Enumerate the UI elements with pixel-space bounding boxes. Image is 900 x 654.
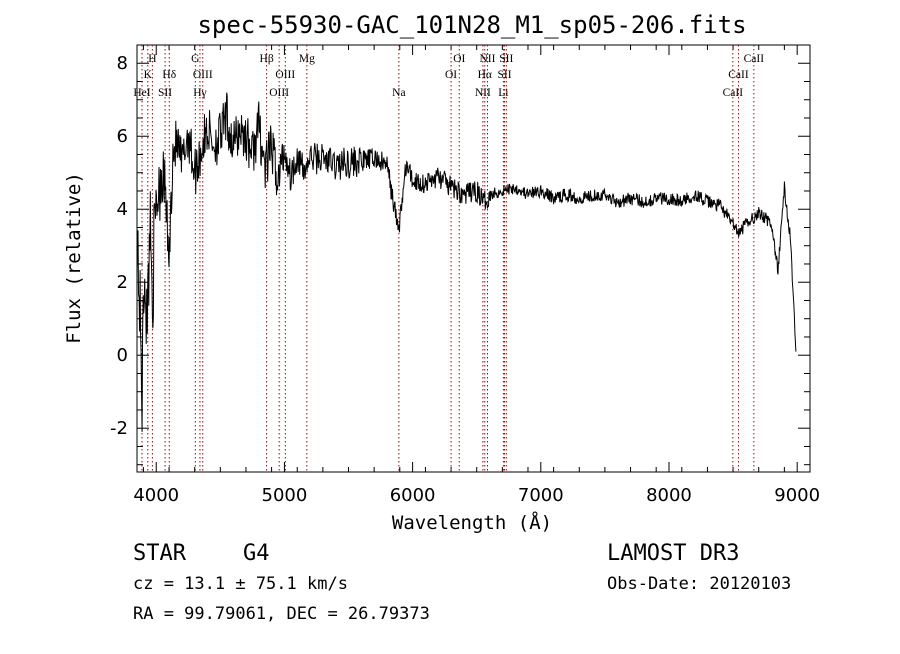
- spectral-line-label: OIII: [275, 69, 295, 81]
- spectral-line-label: G: [191, 53, 199, 65]
- chart-title: spec-55930-GAC_101N28_M1_sp05-206.fits: [197, 11, 746, 39]
- x-axis-label: Wavelength (Å): [392, 511, 552, 534]
- spectral-line-label: Hβ: [260, 53, 274, 65]
- x-tick-label: 9000: [774, 485, 820, 506]
- spectral-line-label: Hα: [478, 69, 492, 81]
- y-tick-label: 0: [117, 345, 128, 366]
- y-axis-label: Flux (relative): [63, 172, 85, 344]
- coordinates: RA = 99.79061, DEC = 26.79373: [133, 604, 430, 624]
- spectral-line-label: SII: [497, 69, 511, 81]
- spectral-line-label: CaII: [744, 53, 765, 65]
- spectral-line-label: H: [148, 53, 156, 65]
- spectral-line-label: Li: [498, 87, 508, 99]
- spectral-line-label: OIII: [269, 87, 289, 99]
- x-tick-label: 8000: [646, 485, 692, 506]
- spectral-line-label: OI: [445, 69, 457, 81]
- spectrum-line: [136, 92, 797, 432]
- object-subclass: G4: [243, 541, 270, 566]
- spectral-line-label: OIII: [193, 69, 213, 81]
- redshift-info: cz = 13.1 ± 75.1 km/s: [133, 574, 348, 594]
- spectral-line-label: SII: [499, 53, 513, 65]
- spectral-line-label: SII: [158, 87, 172, 99]
- y-tick-label: 8: [117, 53, 128, 74]
- survey-name: LAMOST DR3: [607, 541, 739, 566]
- spectral-line-label: CaII: [728, 69, 749, 81]
- spectral-line-label: NII: [475, 87, 491, 99]
- observation-date: Obs-Date: 20120103: [607, 574, 791, 594]
- spectral-line-labels: HKHeIHδSIIGOIIIHγHβOIIIOIIIMgNaOIOINIIHα…: [133, 53, 764, 99]
- spectrum-series: [136, 92, 797, 432]
- object-class: STAR: [133, 541, 187, 566]
- spectral-line-label: Mg: [299, 53, 315, 65]
- spectral-line-label: NII: [479, 53, 495, 65]
- x-tick-label: 5000: [262, 485, 308, 506]
- plot-frame: [136, 44, 811, 473]
- y-tick-label: -2: [110, 418, 128, 439]
- spectral-line-label: Na: [392, 87, 405, 99]
- spectral-line-label: OI: [453, 53, 465, 65]
- spectral-line-label: CaII: [723, 87, 744, 99]
- spectral-line-markers: [141, 45, 755, 472]
- y-tick-label: 2: [117, 272, 128, 293]
- y-tick-label: 4: [117, 199, 128, 220]
- spectral-line-label: HeI: [133, 87, 150, 99]
- axis-ticks: 4000 5000 6000 7000 8000 9000 -2 0 2 4 6 8: [110, 45, 820, 506]
- x-tick-label: 6000: [390, 485, 436, 506]
- spectral-line-label: K: [144, 69, 153, 81]
- spectral-line-label: Hγ: [193, 87, 206, 99]
- y-tick-label: 6: [117, 126, 128, 147]
- x-tick-label: 7000: [518, 485, 564, 506]
- x-tick-label: 4000: [133, 485, 179, 506]
- spectral-line-label: Hδ: [162, 69, 176, 81]
